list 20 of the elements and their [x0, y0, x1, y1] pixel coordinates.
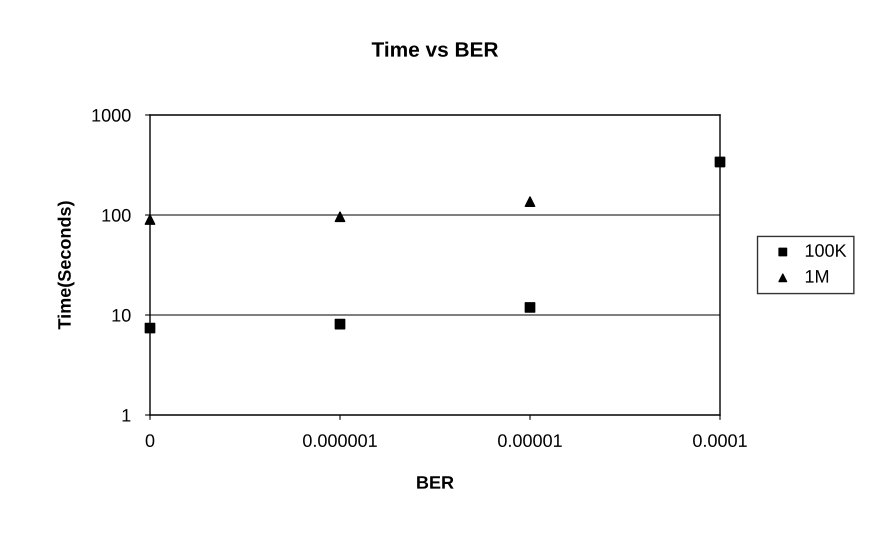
- legend-label: 1M: [806, 270, 828, 283]
- y-tick-label: 100: [102, 208, 131, 222]
- chart-title: Time vs BER: [372, 42, 498, 57]
- y-axis-title: Time(Seconds): [58, 201, 74, 330]
- point: [334, 211, 346, 222]
- y-tick-label: 1000: [92, 108, 131, 122]
- point: [334, 318, 346, 330]
- y-tick-label: 10: [112, 308, 131, 322]
- point: [144, 214, 156, 225]
- x-tick-label: 0.00001: [498, 434, 562, 448]
- y-tick-label: 1: [122, 409, 130, 422]
- point: [714, 156, 726, 168]
- point: [524, 302, 536, 313]
- point: [144, 322, 156, 334]
- x-axis-title: BER: [417, 476, 454, 489]
- point: [524, 196, 536, 207]
- x-tick-label: 0.000001: [303, 434, 377, 448]
- legend-label: 100K: [806, 244, 846, 257]
- x-tick-label: 0: [146, 434, 154, 448]
- x-tick-label: 0.0001: [693, 434, 747, 448]
